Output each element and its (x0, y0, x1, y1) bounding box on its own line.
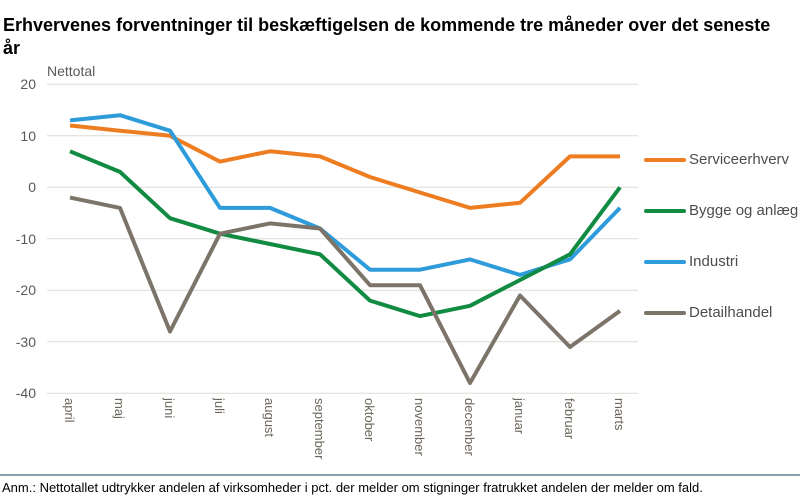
legend-item-label: Bygge og anlæg (689, 202, 799, 219)
series-line-detailhandel (69, 195, 622, 385)
month-label: april (62, 398, 77, 423)
month-label: december (462, 398, 477, 456)
month-label: juli (212, 398, 227, 414)
month-label: februar (562, 398, 577, 440)
industri-line-swatch (644, 259, 686, 264)
month-label: september (312, 398, 327, 460)
y-tick-label: 10 (20, 127, 36, 144)
footnote: Anm.: Nettotallet udtrykker andelen af v… (2, 480, 703, 495)
legend-item-bygge-og-anlaeg: Bygge og anlæg (644, 201, 798, 221)
month-label: august (262, 398, 277, 438)
y-tick-label: -20 (15, 282, 36, 299)
series-line-bygge-og-anl-g (69, 149, 622, 319)
series-line-industri (69, 113, 622, 277)
bygge-og-anlaeg-line-swatch (644, 208, 686, 213)
y-tick-label: 0 (28, 179, 36, 196)
legend-item-label: Serviceerhverv (689, 151, 790, 168)
legend-item-industri: Industri (644, 252, 738, 272)
y-tick-label: 20 (20, 76, 36, 93)
month-label: januar (512, 398, 527, 435)
serviceerhverv-line-swatch (644, 157, 686, 162)
month-label: marts (612, 398, 627, 431)
page-title: Erhvervenes forventninger til beskæftige… (3, 15, 771, 59)
y-axis-label: Nettotal (47, 63, 96, 79)
month-label: juni (162, 398, 177, 419)
y-tick-label: -30 (15, 333, 36, 350)
y-tick-label: -10 (15, 230, 36, 247)
legend-item-serviceerhverv: Serviceerhverv (644, 150, 789, 170)
month-label: november (412, 398, 427, 456)
y-tick-label: -40 (15, 385, 36, 402)
month-label: maj (112, 398, 127, 419)
legend-item-label: Industri (689, 253, 739, 270)
footer-separator (0, 474, 800, 476)
legend-item-detailhandel: Detailhandel (644, 303, 772, 323)
month-label: oktober (362, 398, 377, 442)
legend-item-label: Detailhandel (689, 304, 773, 321)
detailhandel-line-swatch (644, 310, 686, 315)
series-line-serviceerhverv (69, 123, 620, 210)
